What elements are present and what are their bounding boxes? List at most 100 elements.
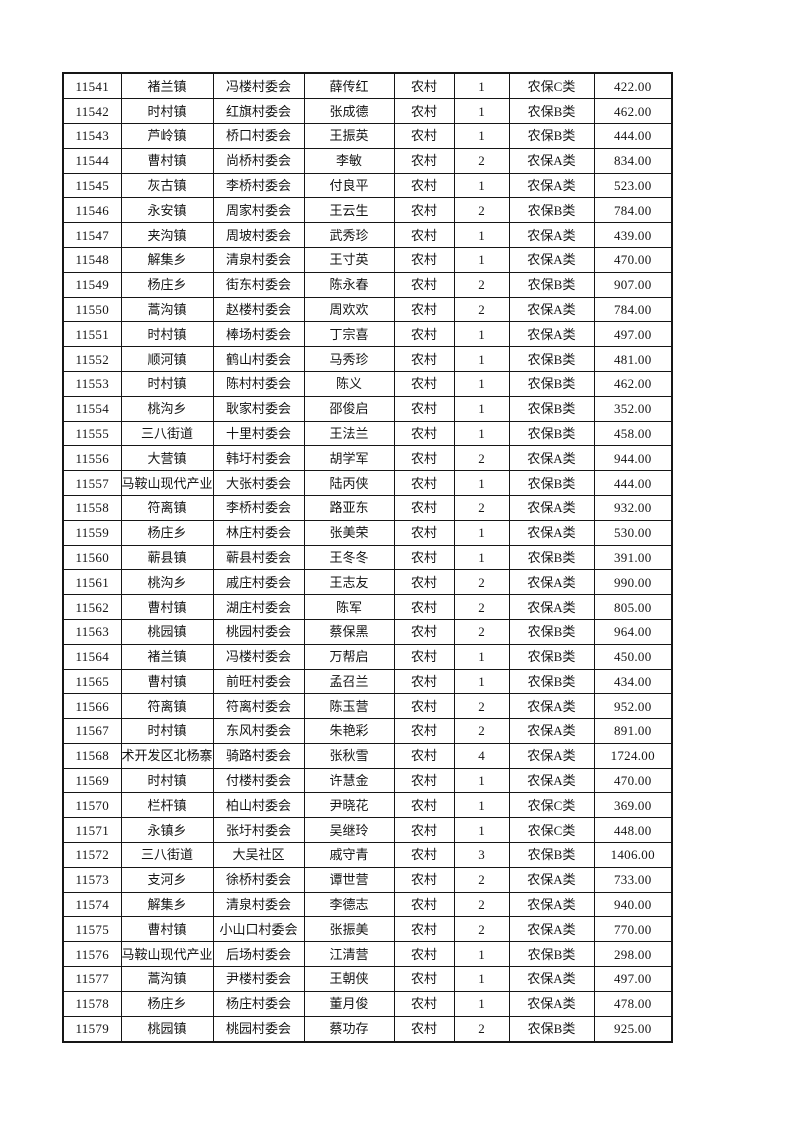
cell-person: 孟召兰 xyxy=(303,668,395,695)
table-row: 11544 曹村镇 尚桥村委会 李敏 农村 2 农保A类 834.00 xyxy=(62,147,673,174)
cell-serial: 11551 xyxy=(62,321,122,348)
cell-serial: 11569 xyxy=(62,767,122,794)
cell-person: 张秋雪 xyxy=(303,742,395,769)
cell-serial: 11570 xyxy=(62,792,122,819)
cell-person: 武秀珍 xyxy=(303,222,395,248)
table-row: 11565 曹村镇 前旺村委会 孟召兰 农村 1 农保B类 434.00 xyxy=(62,668,673,695)
cell-residence: 农村 xyxy=(393,1015,455,1043)
cell-village: 东风村委会 xyxy=(212,718,305,744)
cell-town: 曹村镇 xyxy=(120,147,214,174)
cell-serial: 11547 xyxy=(62,222,122,248)
cell-person: 薛传红 xyxy=(303,72,395,100)
table-body: 11541 褚兰镇 冯楼村委会 薛传红 农村 1 农保C类 422.00 11542 时村镇 红旗村… xyxy=(62,72,673,1043)
cell-count: 1 xyxy=(453,72,510,100)
cell-residence: 农村 xyxy=(393,222,455,248)
cell-residence: 农村 xyxy=(393,916,455,943)
cell-village: 前旺村委会 xyxy=(212,668,305,695)
cell-amount: 530.00 xyxy=(593,519,673,546)
cell-person: 王法兰 xyxy=(303,420,395,447)
cell-person: 胡学军 xyxy=(303,445,395,472)
cell-serial: 11568 xyxy=(62,742,122,769)
cell-residence: 农村 xyxy=(393,147,455,174)
cell-serial: 11573 xyxy=(62,866,122,893)
cell-amount: 523.00 xyxy=(593,172,673,199)
cell-serial: 11554 xyxy=(62,395,122,422)
cell-serial: 11550 xyxy=(62,296,122,323)
cell-village: 尹楼村委会 xyxy=(212,966,305,992)
cell-town: 曹村镇 xyxy=(120,916,214,943)
cell-residence: 农村 xyxy=(393,842,455,868)
table-row: 11570 栏杆镇 柏山村委会 尹晓花 农村 1 农保C类 369.00 xyxy=(62,792,673,819)
cell-town: 符离镇 xyxy=(120,693,214,720)
cell-person: 万帮启 xyxy=(303,643,395,670)
cell-person: 付良平 xyxy=(303,172,395,199)
cell-village: 棒场村委会 xyxy=(212,321,305,348)
cell-insurance_class: 农保A类 xyxy=(508,172,595,199)
cell-person: 王朝侠 xyxy=(303,966,395,992)
table-row: 11579 桃园镇 桃园村委会 蔡功存 农村 2 农保B类 925.00 xyxy=(62,1015,673,1043)
cell-village: 陈村村委会 xyxy=(212,370,305,397)
cell-person: 张振美 xyxy=(303,916,395,943)
cell-amount: 733.00 xyxy=(593,866,673,893)
cell-town: 曹村镇 xyxy=(120,594,214,620)
cell-count: 2 xyxy=(453,445,510,472)
cell-insurance_class: 农保A类 xyxy=(508,718,595,744)
cell-town: 曹村镇 xyxy=(120,668,214,695)
cell-village: 赵楼村委会 xyxy=(212,296,305,323)
cell-person: 路亚东 xyxy=(303,494,395,521)
cell-count: 2 xyxy=(453,147,510,174)
cell-insurance_class: 农保A类 xyxy=(508,742,595,769)
cell-count: 2 xyxy=(453,296,510,323)
cell-serial: 11553 xyxy=(62,370,122,397)
table-row: 11569 时村镇 付楼村委会 许慧金 农村 1 农保A类 470.00 xyxy=(62,767,673,794)
cell-count: 1 xyxy=(453,519,510,546)
cell-town: 杨庄乡 xyxy=(120,519,214,546)
cell-town: 支河乡 xyxy=(120,866,214,893)
cell-count: 2 xyxy=(453,693,510,720)
table-row: 11545 灰古镇 李桥村委会 付良平 农村 1 农保A类 523.00 xyxy=(62,172,673,199)
cell-count: 2 xyxy=(453,718,510,744)
cell-count: 1 xyxy=(453,172,510,199)
cell-person: 陆丙侠 xyxy=(303,470,395,496)
table-row: 11552 顺河镇 鹤山村委会 马秀珍 农村 1 农保B类 481.00 xyxy=(62,346,673,372)
cell-amount: 478.00 xyxy=(593,990,673,1017)
cell-count: 2 xyxy=(453,1015,510,1043)
cell-village: 李桥村委会 xyxy=(212,494,305,521)
cell-village: 戚庄村委会 xyxy=(212,569,305,596)
cell-insurance_class: 农保B类 xyxy=(508,346,595,372)
cell-amount: 891.00 xyxy=(593,718,673,744)
cell-village: 十里村委会 xyxy=(212,420,305,447)
table-row: 11555 三八街道 十里村委会 王法兰 农村 1 农保B类 458.00 xyxy=(62,420,673,447)
cell-town: 时村镇 xyxy=(120,98,214,124)
cell-residence: 农村 xyxy=(393,470,455,496)
cell-insurance_class: 农保A类 xyxy=(508,594,595,620)
cell-amount: 481.00 xyxy=(593,346,673,372)
cell-count: 1 xyxy=(453,98,510,124)
cell-village: 后场村委会 xyxy=(212,941,305,968)
cell-town: 术开发区北杨寨 xyxy=(120,742,214,769)
table-row: 11547 夹沟镇 周坡村委会 武秀珍 农村 1 农保A类 439.00 xyxy=(62,222,673,248)
cell-residence: 农村 xyxy=(393,246,455,273)
cell-amount: 834.00 xyxy=(593,147,673,174)
cell-town: 马鞍山现代产业 xyxy=(120,470,214,496)
cell-village: 清泉村委会 xyxy=(212,246,305,273)
table-row: 11561 桃沟乡 戚庄村委会 王志友 农村 2 农保A类 990.00 xyxy=(62,569,673,596)
cell-residence: 农村 xyxy=(393,643,455,670)
cell-village: 冯楼村委会 xyxy=(212,643,305,670)
table-row: 11558 符离镇 李桥村委会 路亚东 农村 2 农保A类 932.00 xyxy=(62,494,673,521)
cell-serial: 11576 xyxy=(62,941,122,968)
table-row: 11560 蕲县镇 蕲县村委会 王冬冬 农村 1 农保B类 391.00 xyxy=(62,544,673,571)
cell-residence: 农村 xyxy=(393,98,455,124)
cell-person: 蔡保黑 xyxy=(303,618,395,645)
cell-residence: 农村 xyxy=(393,395,455,422)
cell-insurance_class: 农保B类 xyxy=(508,618,595,645)
cell-insurance_class: 农保B类 xyxy=(508,941,595,968)
cell-count: 1 xyxy=(453,470,510,496)
cell-amount: 448.00 xyxy=(593,817,673,844)
cell-village: 桃园村委会 xyxy=(212,1015,305,1043)
cell-village: 张圩村委会 xyxy=(212,817,305,844)
table-row: 11543 芦岭镇 桥口村委会 王振英 农村 1 农保B类 444.00 xyxy=(62,122,673,149)
cell-count: 1 xyxy=(453,767,510,794)
cell-serial: 11575 xyxy=(62,916,122,943)
cell-insurance_class: 农保B类 xyxy=(508,470,595,496)
